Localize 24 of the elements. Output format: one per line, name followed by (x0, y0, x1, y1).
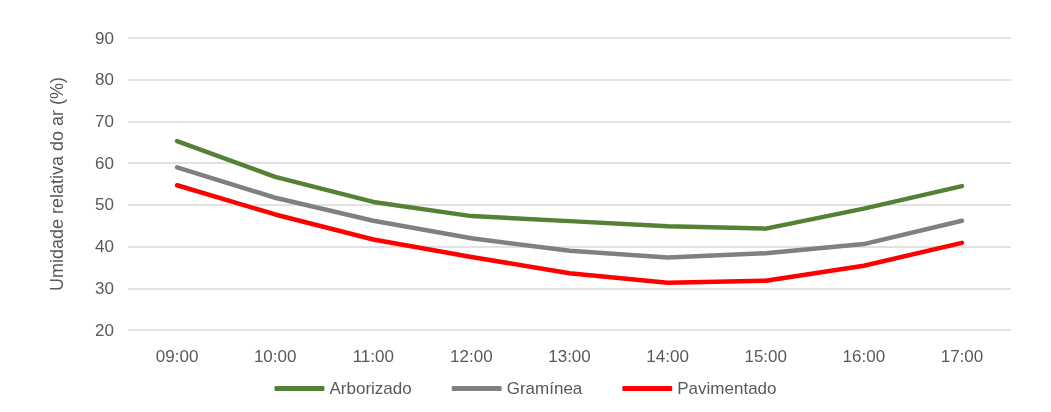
legend-label: Gramínea (506, 379, 583, 398)
x-tick-label: 15:00 (744, 347, 787, 366)
x-tick-label: 12:00 (450, 347, 493, 366)
x-tick-label: 17:00 (940, 347, 984, 366)
line-series (174, 138, 965, 231)
line-series (174, 183, 965, 286)
legend-label: Arborizado (329, 379, 412, 398)
x-tick-label: 16:00 (842, 347, 886, 366)
x-tick-label: 09:00 (155, 347, 199, 366)
line-series (174, 165, 965, 260)
y-tick-label: 70 (95, 111, 114, 131)
x-tick-label: 11:00 (352, 347, 394, 366)
y-tick-label: 80 (95, 70, 114, 90)
y-tick-label: 40 (95, 237, 114, 257)
y-tick-label: 50 (95, 195, 114, 215)
y-tick-label: 20 (95, 320, 114, 340)
x-tick-label: 14:00 (646, 347, 689, 366)
y-tick-label: 60 (95, 153, 114, 173)
y-axis-title: Umidade relativa do ar (%) (47, 76, 67, 292)
legend-label: Pavimentado (677, 379, 777, 398)
x-tick-label: 10:00 (253, 347, 297, 366)
y-tick-label: 30 (95, 278, 114, 298)
y-tick-label: 90 (95, 28, 114, 48)
x-tick-label: 13:00 (548, 347, 591, 366)
